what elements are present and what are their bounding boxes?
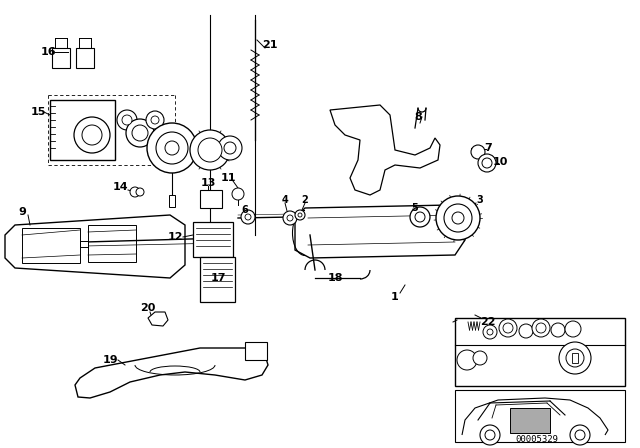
- Circle shape: [117, 110, 137, 130]
- Circle shape: [471, 145, 485, 159]
- Bar: [245, 342, 267, 360]
- Text: 16: 16: [40, 47, 56, 57]
- Circle shape: [559, 342, 591, 374]
- Circle shape: [480, 425, 500, 445]
- Text: 8: 8: [414, 112, 422, 122]
- Circle shape: [565, 321, 581, 337]
- Circle shape: [224, 142, 236, 154]
- Text: 2: 2: [301, 195, 308, 205]
- Circle shape: [74, 117, 110, 153]
- Bar: [572, 353, 578, 363]
- Text: 4: 4: [282, 195, 289, 205]
- Text: 21: 21: [262, 40, 278, 50]
- Circle shape: [132, 125, 148, 141]
- Circle shape: [532, 319, 550, 337]
- Circle shape: [410, 207, 430, 227]
- Text: 22: 22: [480, 317, 496, 327]
- Circle shape: [156, 132, 188, 164]
- Circle shape: [444, 204, 472, 232]
- Circle shape: [415, 212, 425, 222]
- Circle shape: [566, 349, 584, 367]
- Polygon shape: [330, 105, 440, 195]
- Text: 19: 19: [102, 355, 118, 365]
- Circle shape: [499, 319, 517, 337]
- Circle shape: [473, 351, 487, 365]
- Circle shape: [126, 119, 154, 147]
- Circle shape: [536, 323, 546, 333]
- Circle shape: [283, 211, 297, 225]
- Text: 11: 11: [220, 173, 236, 183]
- Circle shape: [147, 123, 197, 173]
- Circle shape: [232, 188, 244, 200]
- Circle shape: [298, 213, 302, 217]
- Text: 10: 10: [492, 157, 508, 167]
- Circle shape: [287, 215, 293, 221]
- Polygon shape: [148, 312, 168, 326]
- Circle shape: [487, 329, 493, 335]
- Bar: [52, 48, 70, 68]
- Text: 15: 15: [30, 107, 45, 117]
- Circle shape: [485, 430, 495, 440]
- Text: 17: 17: [211, 273, 226, 283]
- Bar: [200, 257, 235, 302]
- Circle shape: [190, 130, 230, 170]
- Polygon shape: [75, 348, 268, 398]
- Circle shape: [519, 324, 533, 338]
- Circle shape: [457, 350, 477, 370]
- Circle shape: [136, 188, 144, 196]
- Circle shape: [245, 214, 251, 220]
- Circle shape: [241, 210, 255, 224]
- Circle shape: [436, 196, 480, 240]
- Bar: [510, 408, 550, 433]
- Bar: [88, 225, 136, 262]
- Bar: [169, 195, 175, 207]
- Circle shape: [551, 323, 565, 337]
- Circle shape: [295, 210, 305, 220]
- Circle shape: [218, 136, 242, 160]
- Circle shape: [151, 116, 159, 124]
- Text: 18: 18: [327, 273, 343, 283]
- Polygon shape: [5, 215, 185, 278]
- Bar: [200, 190, 222, 208]
- Circle shape: [570, 425, 590, 445]
- Circle shape: [122, 115, 132, 125]
- Circle shape: [82, 125, 102, 145]
- Text: 12: 12: [167, 232, 183, 242]
- Polygon shape: [462, 398, 608, 435]
- Text: 7: 7: [484, 143, 492, 153]
- Circle shape: [478, 154, 496, 172]
- Text: 00005329: 00005329: [515, 435, 559, 444]
- Circle shape: [503, 323, 513, 333]
- Bar: [80, 241, 88, 247]
- Circle shape: [575, 430, 585, 440]
- Polygon shape: [295, 205, 465, 258]
- Bar: [193, 222, 233, 257]
- Text: 3: 3: [477, 195, 483, 205]
- Text: 9: 9: [18, 207, 26, 217]
- Bar: [22, 228, 80, 263]
- Text: 13: 13: [200, 178, 216, 188]
- Text: 1: 1: [391, 292, 399, 302]
- Text: 14: 14: [112, 182, 128, 192]
- Circle shape: [130, 187, 140, 197]
- Text: 20: 20: [140, 303, 156, 313]
- Bar: [455, 390, 625, 442]
- Circle shape: [483, 325, 497, 339]
- Circle shape: [198, 138, 222, 162]
- Bar: [455, 318, 625, 386]
- Bar: [50, 100, 115, 160]
- Text: 5: 5: [412, 203, 419, 213]
- Bar: [76, 48, 94, 68]
- Circle shape: [146, 111, 164, 129]
- Circle shape: [482, 158, 492, 168]
- Text: 6: 6: [242, 205, 248, 215]
